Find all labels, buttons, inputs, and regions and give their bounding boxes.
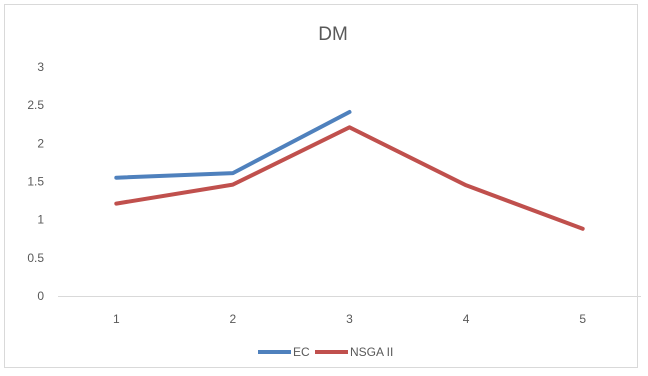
chart-title: DM [318, 24, 348, 45]
y-tick-label: 3 [37, 60, 44, 74]
x-tick-label: 1 [113, 312, 120, 326]
x-axis-tick-labels: 1 2 3 4 5 [113, 312, 586, 326]
y-tick-label: 1.5 [27, 175, 44, 189]
y-tick-label: 1 [37, 213, 44, 227]
y-tick-label: 0 [37, 289, 44, 303]
series-line-ec [114, 110, 352, 180]
legend-label: NSGA II [350, 345, 393, 359]
y-axis-tick-labels: 0 0.5 1 1.5 2 2.5 3 [27, 60, 44, 303]
x-tick-label: 2 [230, 312, 237, 326]
x-tick-label: 3 [346, 312, 353, 326]
series-line-nsga-ii [114, 125, 585, 231]
series-lines [114, 110, 585, 231]
legend-label: EC [293, 345, 310, 359]
x-tick-label: 5 [579, 312, 586, 326]
y-tick-label: 0.5 [27, 251, 44, 265]
legend: EC NSGA II [258, 345, 393, 359]
y-tick-label: 2 [37, 136, 44, 150]
x-tick-label: 4 [463, 312, 470, 326]
chart-area [4, 4, 638, 368]
y-tick-label: 2.5 [27, 98, 44, 112]
